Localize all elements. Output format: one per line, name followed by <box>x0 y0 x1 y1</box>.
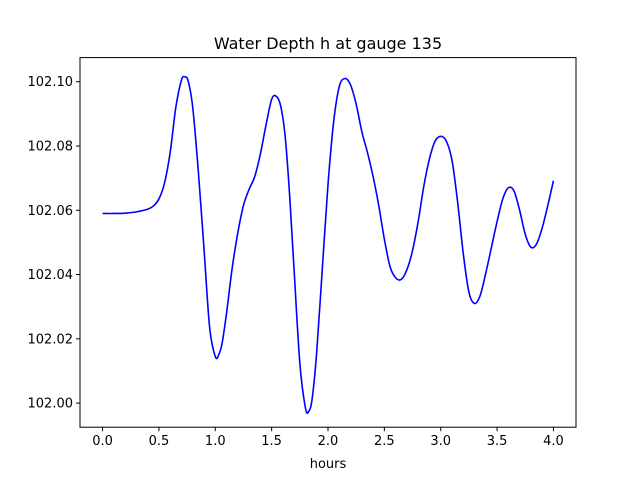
x-tick-label: 2.0 <box>318 434 339 449</box>
x-axis-ticks: 0.0 0.5 1.0 1.5 2.0 2.5 3.0 3.5 4.0 <box>92 427 564 449</box>
chart-title: Water Depth h at gauge 135 <box>214 34 442 53</box>
y-axis-ticks: 102.00 102.02 102.04 102.06 102.08 102.10 <box>28 75 80 412</box>
y-tick-label: 102.06 <box>28 204 74 219</box>
x-tick-label: 3.5 <box>487 434 508 449</box>
x-tick-label: 2.5 <box>374 434 395 449</box>
y-tick-label: 102.00 <box>28 397 74 412</box>
x-tick-label: 1.5 <box>261 434 282 449</box>
y-tick-label: 102.04 <box>28 268 74 283</box>
x-tick-label: 0.0 <box>92 434 113 449</box>
y-tick-label: 102.08 <box>28 139 74 154</box>
y-tick-label: 102.02 <box>28 332 74 347</box>
plot-area-frame <box>79 57 577 428</box>
y-tick-label: 102.10 <box>28 75 74 90</box>
x-tick-label: 4.0 <box>543 434 564 449</box>
series-layer <box>102 75 555 414</box>
x-tick-label: 3.0 <box>430 434 451 449</box>
x-axis-label: hours <box>310 457 347 472</box>
x-tick-label: 1.0 <box>205 434 226 449</box>
x-tick-label: 0.5 <box>149 434 170 449</box>
series-line-0 <box>102 75 555 414</box>
